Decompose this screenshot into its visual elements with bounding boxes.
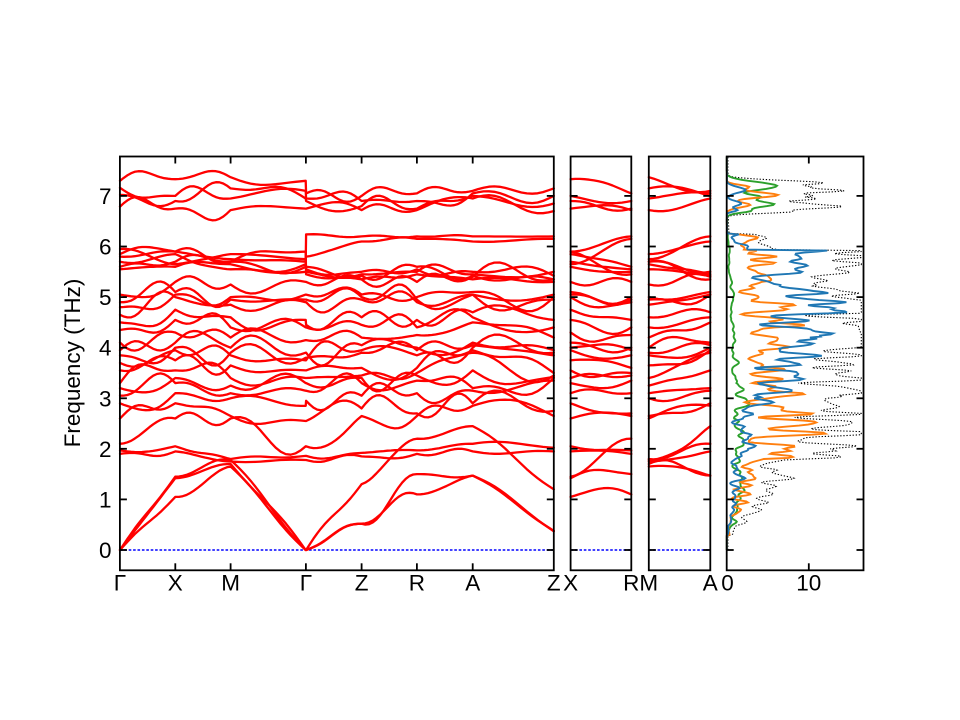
svg-text:1: 1 <box>99 487 112 512</box>
svg-text:A: A <box>703 571 718 596</box>
svg-text:R: R <box>409 571 425 596</box>
svg-text:7: 7 <box>99 184 112 209</box>
svg-text:R: R <box>623 571 639 596</box>
svg-text:2: 2 <box>99 437 112 462</box>
svg-text:A: A <box>465 571 480 596</box>
svg-text:X: X <box>563 571 578 596</box>
svg-text:Γ: Γ <box>114 571 126 596</box>
svg-text:4: 4 <box>99 336 112 361</box>
svg-text:M: M <box>639 571 658 596</box>
svg-text:10: 10 <box>796 571 821 596</box>
svg-text:0: 0 <box>721 571 734 596</box>
svg-text:Frequency (THz): Frequency (THz) <box>60 279 85 448</box>
svg-text:5: 5 <box>99 285 112 310</box>
svg-text:0: 0 <box>99 538 112 563</box>
svg-text:Z: Z <box>547 571 561 596</box>
svg-text:3: 3 <box>99 386 112 411</box>
svg-text:Z: Z <box>355 571 369 596</box>
svg-text:6: 6 <box>99 235 112 260</box>
svg-text:Γ: Γ <box>300 571 312 596</box>
svg-text:M: M <box>221 571 240 596</box>
svg-text:X: X <box>168 571 183 596</box>
